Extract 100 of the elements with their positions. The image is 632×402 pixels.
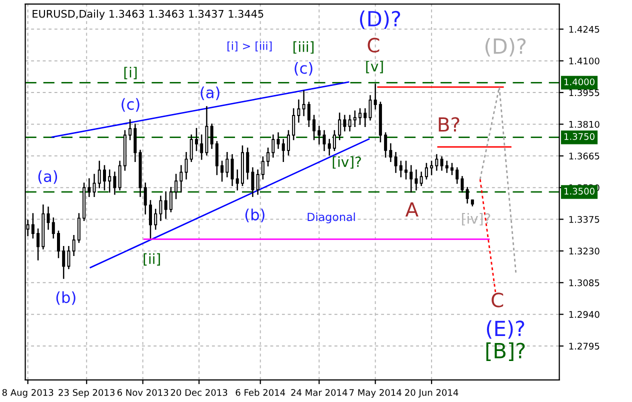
y-tick-label: 1.2940 — [569, 311, 600, 318]
candlestick — [445, 160, 448, 173]
candlestick — [435, 154, 438, 171]
candlestick — [297, 100, 300, 123]
candlestick — [358, 108, 362, 125]
x-tick-label: 20 Jun 2014 — [405, 389, 458, 398]
candlestick — [272, 134, 275, 158]
candlestick — [190, 134, 193, 162]
annotation: [iv]? — [462, 213, 490, 226]
candlestick — [144, 182, 147, 214]
annotation: B? — [438, 117, 460, 132]
annotation: [i] > [iii] — [228, 41, 272, 52]
candlestick — [374, 84, 377, 110]
candlestick — [466, 186, 469, 204]
candlestick — [98, 160, 101, 188]
candlestick — [184, 152, 188, 180]
candlestick — [220, 160, 224, 182]
candlestick — [307, 102, 310, 128]
candlestick — [404, 160, 408, 180]
y-tick-label: 1.2795 — [569, 342, 600, 350]
annotation: (D)? — [360, 10, 400, 30]
candlestick — [159, 196, 162, 221]
candlestick — [348, 114, 352, 132]
y-tick-label: 1.3085 — [569, 279, 600, 286]
annotation: [iii] — [294, 41, 314, 54]
x-tick-label: 8 Aug 2013 — [2, 389, 54, 398]
candlestick — [261, 156, 264, 180]
annotation: A — [405, 202, 418, 216]
candlestick — [292, 108, 296, 140]
candlestick — [210, 124, 214, 149]
candlestick — [200, 134, 204, 160]
y-tick-label: 1.3810 — [569, 120, 600, 128]
candlestick — [194, 128, 198, 152]
candlestick — [282, 138, 285, 162]
annotation: (D)? — [485, 38, 526, 56]
candlestick — [92, 174, 96, 197]
annotation: [B]? — [486, 342, 525, 361]
candlestick — [384, 132, 388, 158]
annotation: (a) — [200, 86, 220, 100]
y-tick-label: 1.3955 — [569, 89, 600, 96]
candlestick — [88, 178, 91, 197]
candlestick — [332, 130, 336, 152]
annotation: (b) — [56, 291, 76, 305]
annotation: (c) — [122, 98, 140, 112]
candlestick — [62, 246, 66, 279]
candlestick — [276, 132, 280, 149]
text: EURUSD,Daily 1.3463 1.3463 1.3437 1.3445 — [32, 10, 264, 20]
candlestick — [246, 148, 250, 180]
annotation: Diagonal — [308, 212, 355, 224]
candlestick — [420, 172, 423, 186]
candlestick — [67, 246, 70, 270]
candlestick — [368, 95, 372, 120]
candlestick — [430, 160, 434, 176]
candlestick — [424, 162, 428, 180]
candlestick — [174, 174, 178, 200]
candlestick — [251, 167, 254, 197]
candlestick — [154, 208, 158, 230]
candlestick — [266, 148, 270, 166]
annotation: (c) — [294, 62, 312, 76]
candlestick — [180, 165, 183, 193]
y-tick-label: 1.4245 — [569, 26, 600, 33]
y-tick-label: 1.3665 — [569, 152, 600, 160]
candlestick — [318, 126, 321, 145]
annotation: (E)? — [486, 320, 524, 339]
candlestick — [302, 90, 306, 116]
candlestick — [102, 165, 106, 190]
candlestick — [108, 169, 112, 193]
candlestick — [148, 200, 152, 238]
candlestick — [389, 143, 392, 162]
y-tick-label: 1.3230 — [569, 248, 600, 255]
candlestick — [230, 154, 234, 186]
candlestick — [46, 206, 50, 230]
x-tick-label: 23 Sep 2013 — [58, 389, 114, 398]
candlestick — [118, 160, 122, 190]
ref-line-label: 1.3750 — [564, 133, 594, 140]
candlestick — [256, 169, 260, 195]
candlestick — [450, 162, 454, 176]
candlestick — [31, 213, 34, 238]
candlestick — [440, 156, 444, 171]
candlestick — [72, 235, 76, 256]
candlestick — [414, 169, 418, 190]
y-tick-label: 1.4100 — [569, 58, 600, 64]
candlestick — [312, 114, 316, 140]
candlestick — [236, 169, 239, 190]
candlestick — [410, 165, 413, 193]
annotation: (b) — [245, 208, 264, 222]
candlestick — [364, 108, 367, 128]
candlestick — [56, 230, 60, 258]
candlestick — [113, 172, 116, 195]
ref-line-label: 1.4000 — [564, 78, 594, 86]
candlestick — [226, 152, 229, 178]
annotation: [ii] — [144, 253, 160, 266]
annotation: (a) — [38, 170, 58, 184]
candlestick — [394, 152, 398, 173]
y-tick-label: 1.3375 — [569, 216, 600, 223]
candlestick — [328, 138, 331, 156]
candlestick — [399, 160, 402, 178]
annotation: C — [492, 292, 504, 308]
candlestick — [128, 119, 132, 140]
candlestick — [343, 114, 346, 132]
